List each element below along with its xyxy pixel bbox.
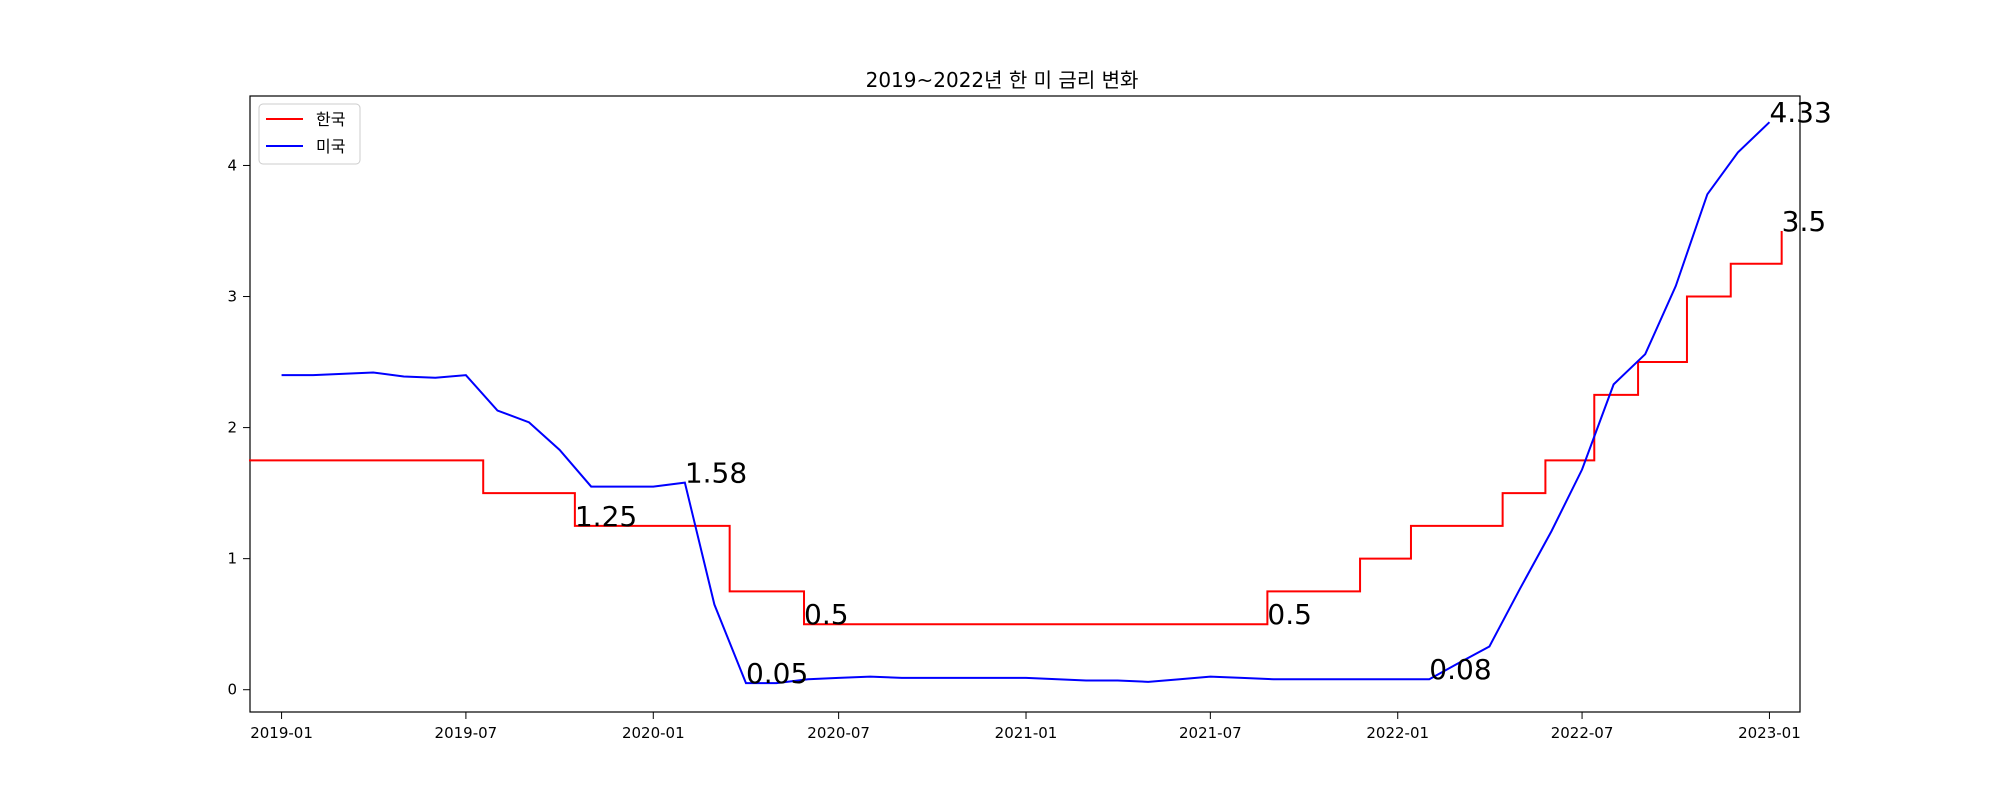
- legend: 한국 미국: [258, 103, 361, 165]
- y-tick-label: 2: [227, 419, 237, 437]
- data-label: 0.5: [804, 598, 849, 631]
- data-label: 0.08: [1429, 653, 1491, 686]
- data-label: 3.5: [1782, 205, 1827, 238]
- series-line-usa: [281, 121, 1771, 685]
- x-axis: 2019-01 2019-07 2020-01 2020-07 2021-01 2021-…: [250, 712, 1801, 742]
- y-axis: 0 1 2 3 4: [227, 156, 250, 699]
- data-label: 0.5: [1267, 598, 1312, 631]
- series-layer: [248, 121, 1783, 685]
- x-tick-label: 2020-01: [622, 724, 685, 742]
- data-label: 4.33: [1769, 96, 1831, 129]
- y-tick-label: 1: [227, 550, 237, 568]
- x-tick-label: 2019-07: [435, 724, 498, 742]
- x-tick-label: 2023-01: [1738, 724, 1801, 742]
- annotation-layer: 1.58 1.25 0.05 0.5 0.5 0.08 4.33 3.5: [575, 96, 1832, 690]
- x-tick-label: 2022-01: [1366, 724, 1429, 742]
- legend-label-usa: 미국: [316, 137, 345, 156]
- x-tick-label: 2021-01: [995, 724, 1058, 742]
- y-tick-label: 4: [227, 156, 237, 174]
- y-tick-label: 0: [227, 681, 237, 699]
- data-label: 1.25: [575, 500, 637, 533]
- legend-label-korea: 한국: [316, 110, 345, 129]
- chart-title: 2019~2022년 한 미 금리 변화: [866, 68, 1139, 92]
- x-tick-label: 2020-07: [807, 724, 870, 742]
- x-tick-label: 2021-07: [1179, 724, 1242, 742]
- x-tick-label: 2022-07: [1551, 724, 1614, 742]
- data-label: 1.58: [685, 457, 747, 490]
- series-line-korea: [248, 231, 1783, 626]
- plot-frame: [249, 95, 1801, 713]
- data-label: 0.05: [746, 657, 808, 690]
- y-tick-label: 3: [227, 288, 237, 306]
- x-tick-label: 2019-01: [250, 724, 313, 742]
